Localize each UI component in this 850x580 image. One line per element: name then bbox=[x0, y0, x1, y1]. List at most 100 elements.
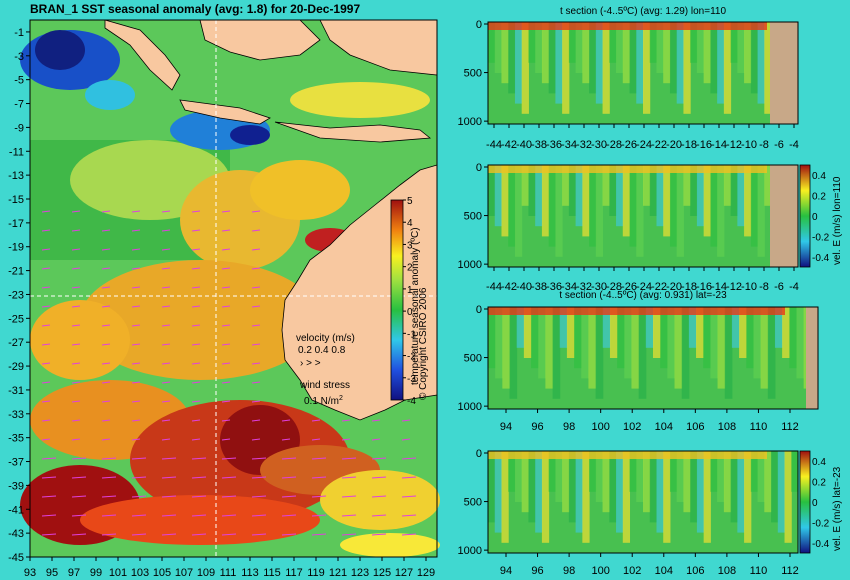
map-colorbar-label: temperature seasonal anomaly (ºC) bbox=[410, 227, 421, 385]
panel-colorbar-tick-label: -0.2 bbox=[812, 233, 830, 244]
wind-arrow bbox=[161, 476, 177, 479]
panel-x-tick-label: 102 bbox=[623, 565, 641, 577]
panel-stripe bbox=[616, 22, 624, 73]
panel-stripe bbox=[730, 22, 738, 63]
panel-x-tick-label: 94 bbox=[500, 565, 512, 577]
wind-arrow bbox=[221, 400, 231, 403]
panel-stripe bbox=[514, 22, 523, 104]
field-patch bbox=[80, 260, 320, 380]
lat-tick-label: -29 bbox=[8, 361, 24, 373]
panel-stripe bbox=[636, 165, 644, 257]
panel-y-tick-label: 500 bbox=[464, 497, 482, 509]
panel-stripe bbox=[750, 165, 759, 247]
wind-arrow bbox=[401, 476, 417, 479]
wind-arrow bbox=[221, 476, 237, 479]
panel-stripe bbox=[589, 165, 597, 247]
panel-x-tick-label: -22 bbox=[651, 139, 667, 151]
wind-arrow bbox=[221, 419, 231, 422]
panel-stripe bbox=[521, 165, 529, 206]
wind-arrow bbox=[101, 229, 111, 232]
wind-arrow bbox=[101, 457, 117, 460]
wind-arrow bbox=[221, 438, 231, 441]
panel-surface-band bbox=[488, 451, 767, 459]
panel-stripe bbox=[764, 165, 772, 206]
map-colorbar-tick-label: 5 bbox=[407, 196, 413, 207]
panel-stripe bbox=[602, 451, 610, 513]
panel-stripe bbox=[683, 451, 691, 513]
wind-arrow bbox=[41, 324, 51, 327]
panel-stripe bbox=[501, 165, 509, 237]
panel-stripe bbox=[690, 451, 698, 523]
wind-arrow bbox=[131, 400, 141, 403]
panel-stripe bbox=[653, 307, 661, 358]
lon-tick-label: 109 bbox=[197, 567, 215, 579]
lat-tick-label: -11 bbox=[9, 146, 24, 158]
map-colorbar-tick-label: -2 bbox=[407, 352, 416, 363]
wind-arrow bbox=[131, 229, 141, 232]
panel-stripe bbox=[552, 307, 561, 399]
panel-stripe bbox=[737, 451, 745, 533]
wind-arrow bbox=[371, 419, 381, 422]
panel-stripe bbox=[696, 307, 704, 358]
panel-colorbar-tick-label: -0.4 bbox=[812, 253, 830, 264]
wind-arrow bbox=[161, 324, 171, 327]
panel-x-tick-label: -44 bbox=[486, 139, 502, 151]
panel-stripe bbox=[568, 22, 577, 63]
lat-tick-label: -41 bbox=[8, 504, 24, 516]
panel-x-tick-label: -34 bbox=[561, 281, 577, 293]
panel-x-tick-label: 94 bbox=[500, 421, 512, 433]
panel-x-tick-label: -28 bbox=[606, 281, 622, 293]
panel-x-tick-label: -16 bbox=[696, 281, 712, 293]
lat-tick-label: -33 bbox=[8, 409, 24, 421]
panel-x-tick-label: -36 bbox=[546, 139, 562, 151]
field-patch bbox=[30, 300, 130, 380]
panel-x-tick-label: -42 bbox=[501, 281, 517, 293]
panel-colorbar bbox=[799, 450, 811, 554]
wind-arrow bbox=[131, 324, 141, 327]
lat-tick-label: -23 bbox=[8, 289, 24, 301]
panel-stripe bbox=[750, 22, 759, 94]
panel-stripe bbox=[782, 307, 790, 358]
wind-arrow bbox=[71, 305, 81, 308]
panel-stripe bbox=[660, 307, 668, 369]
panel-stripe bbox=[602, 22, 610, 114]
panel-stripe bbox=[696, 165, 705, 227]
wind-arrow bbox=[251, 229, 261, 232]
map-lat-ticks: -1 -3 -5 -7 -9 -11 -13 -15 -17 -19 -21 -23 -25 -27 -29… bbox=[8, 27, 30, 564]
wind-arrow bbox=[251, 362, 261, 365]
wind-arrow bbox=[281, 476, 297, 479]
panel-x-tick-label: -16 bbox=[696, 139, 712, 151]
panel-stripe bbox=[744, 165, 752, 237]
panel-stripe bbox=[588, 307, 597, 389]
panel-stripe bbox=[676, 165, 684, 257]
panel-x-tick-label: 104 bbox=[655, 565, 673, 577]
wind-arrow bbox=[71, 229, 81, 232]
copyright: © Copyright CSIRO 2006 bbox=[418, 287, 429, 400]
wind-arrow bbox=[161, 533, 177, 536]
panel-stripe bbox=[545, 307, 554, 389]
panel-stripe bbox=[760, 307, 769, 389]
panel-stripe bbox=[589, 451, 597, 492]
wind-arrow bbox=[221, 514, 237, 517]
lat-tick-label: -17 bbox=[8, 218, 24, 230]
wind-arrow bbox=[161, 400, 171, 403]
panel-x-tick-label: -30 bbox=[591, 281, 607, 293]
lon-tick-label: 95 bbox=[46, 567, 58, 579]
lat-tick-label: -37 bbox=[8, 457, 24, 469]
panel-stripe bbox=[739, 307, 747, 358]
wind-arrow bbox=[311, 533, 327, 536]
wind-arrow bbox=[71, 495, 87, 498]
field-patch bbox=[35, 30, 85, 70]
panel-stripe bbox=[582, 22, 590, 84]
wind-arrow bbox=[221, 286, 231, 289]
panel-stripe bbox=[508, 22, 516, 94]
panel-stripe bbox=[717, 307, 726, 389]
panel-x-tick-label: 96 bbox=[531, 565, 543, 577]
panel-stripe bbox=[764, 22, 772, 114]
panel-x-tick-label: 98 bbox=[563, 565, 575, 577]
wind-arrow bbox=[101, 533, 117, 536]
wind-arrow bbox=[71, 400, 81, 403]
panel-stripe bbox=[791, 451, 799, 492]
panel-stripe bbox=[574, 307, 582, 369]
